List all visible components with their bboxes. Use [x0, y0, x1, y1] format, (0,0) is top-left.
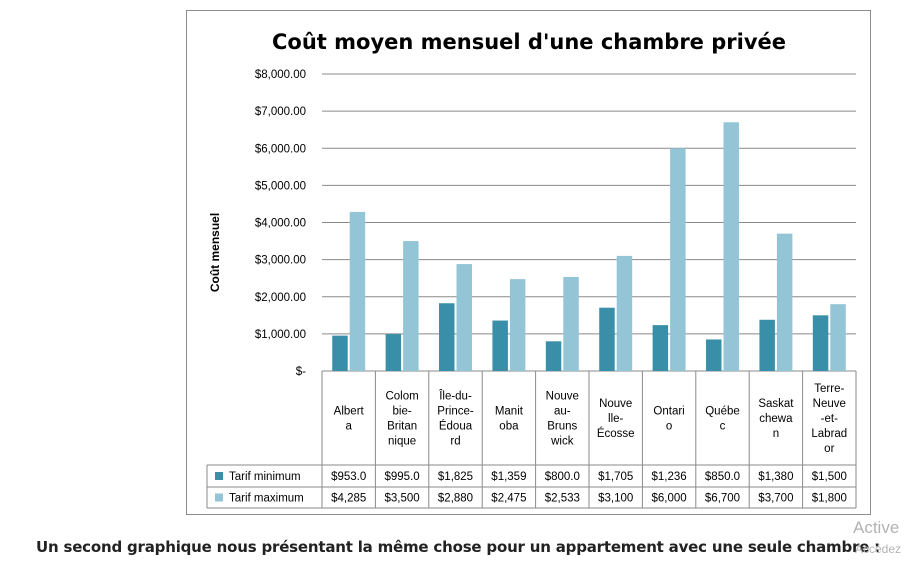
data-value-label: $1,705 [598, 471, 633, 483]
category-label: n [773, 428, 779, 440]
bar-max [723, 122, 739, 371]
data-value-label: $1,380 [758, 471, 793, 483]
data-value-label: $1,800 [812, 493, 847, 505]
data-value-label: $1,236 [652, 471, 687, 483]
legend-label: Tarif maximum [229, 493, 304, 505]
data-value-label: $1,500 [812, 471, 847, 483]
bar-max [456, 264, 472, 371]
chart-title: Coût moyen mensuel d'une chambre privée [272, 30, 786, 54]
category-label: Labrad [811, 428, 847, 440]
legend-swatch [215, 493, 223, 502]
data-value-label: $3,100 [598, 493, 633, 505]
y-tick-label: $- [296, 366, 306, 378]
data-value-label: $995.0 [385, 471, 420, 483]
category-label: Manit [495, 406, 524, 418]
category-label: wick [550, 436, 574, 448]
y-tick-label: $3,000.00 [255, 255, 306, 267]
category-label: Écosse [597, 427, 635, 440]
data-value-label: $6,700 [705, 493, 740, 505]
bar-min [652, 325, 669, 371]
data-value-label: $2,880 [438, 493, 473, 505]
bar-max [616, 255, 633, 371]
category-label: nique [388, 436, 416, 448]
bar-chart: Coût moyen mensuel d'une chambre privée $… [206, 30, 857, 509]
category-label: Ontari [653, 406, 684, 418]
bar-max [830, 304, 846, 371]
category-label: Nouve [546, 391, 579, 403]
y-tick-label: $1,000.00 [255, 329, 306, 341]
data-value-label: $2,475 [491, 493, 526, 505]
category-label: oba [499, 421, 519, 433]
caption-text: Un second graphique nous présentant la m… [36, 538, 880, 556]
category-label: -et- [821, 413, 838, 425]
data-value-label: $3,700 [758, 493, 793, 505]
bar-min [439, 303, 455, 371]
activate-watermark: Active [853, 518, 900, 537]
legend-label: Tarif minimum [229, 471, 301, 483]
category-label: lle- [608, 413, 624, 425]
chart-frame: Coût moyen mensuel d'une chambre privée $… [186, 10, 871, 515]
category-label: Prince- [437, 406, 474, 418]
category-label: Île-du- [438, 390, 472, 403]
y-axis-label: Coût mensuel [208, 213, 222, 292]
bar-max [509, 279, 526, 371]
category-label: bie- [393, 406, 412, 418]
category-label: au- [554, 406, 571, 418]
data-value-label: $800.0 [545, 471, 580, 483]
bar-min [545, 341, 562, 371]
bar-min [385, 334, 402, 371]
category-label: Édoua [439, 420, 473, 433]
bar-min [599, 307, 615, 371]
y-tick-label: $6,000.00 [255, 143, 306, 155]
data-value-label: $6,000 [652, 493, 687, 505]
y-tick-label: $2,000.00 [255, 292, 306, 304]
category-label: Bruns [547, 421, 577, 433]
legend-swatch [215, 472, 223, 480]
category-label: Neuve [813, 398, 846, 410]
bar-min [332, 335, 348, 371]
category-label: Nouve [599, 398, 632, 410]
bar-max [349, 211, 366, 371]
category-label: Britan [387, 421, 417, 433]
data-value-label: $953.0 [331, 471, 366, 483]
y-tick-label: $4,000.00 [255, 218, 306, 230]
activate-watermark-sub: Accédez [855, 542, 902, 556]
category-label: or [824, 443, 834, 455]
category-label: Colom [385, 391, 418, 403]
bar-max [403, 241, 419, 371]
data-value-label: $2,533 [545, 493, 580, 505]
category-label: Terre- [814, 383, 844, 395]
bar-min [706, 339, 722, 371]
data-value-label: $1,359 [491, 471, 526, 483]
category-label: chewa [759, 413, 793, 425]
category-label: Saskat [758, 398, 794, 410]
category-label: Albert [334, 406, 365, 418]
data-value-label: $1,825 [438, 471, 473, 483]
category-label: a [345, 421, 352, 433]
category-label: c [720, 421, 726, 433]
y-tick-label: $5,000.00 [255, 180, 306, 192]
y-tick-label: $8,000.00 [255, 69, 306, 81]
category-label: o [666, 421, 672, 433]
bar-min [759, 319, 775, 371]
y-tick-label: $7,000.00 [255, 106, 306, 118]
bar-max [776, 233, 793, 371]
bar-max [670, 148, 686, 371]
data-value-label: $3,500 [385, 493, 420, 505]
category-label: Québe [705, 406, 740, 418]
bar-min [492, 320, 508, 371]
data-value-label: $850.0 [705, 471, 740, 483]
data-value-label: $4,285 [331, 493, 366, 505]
bar-min [812, 315, 829, 371]
category-label: rd [450, 436, 460, 448]
bar-max [563, 276, 579, 371]
